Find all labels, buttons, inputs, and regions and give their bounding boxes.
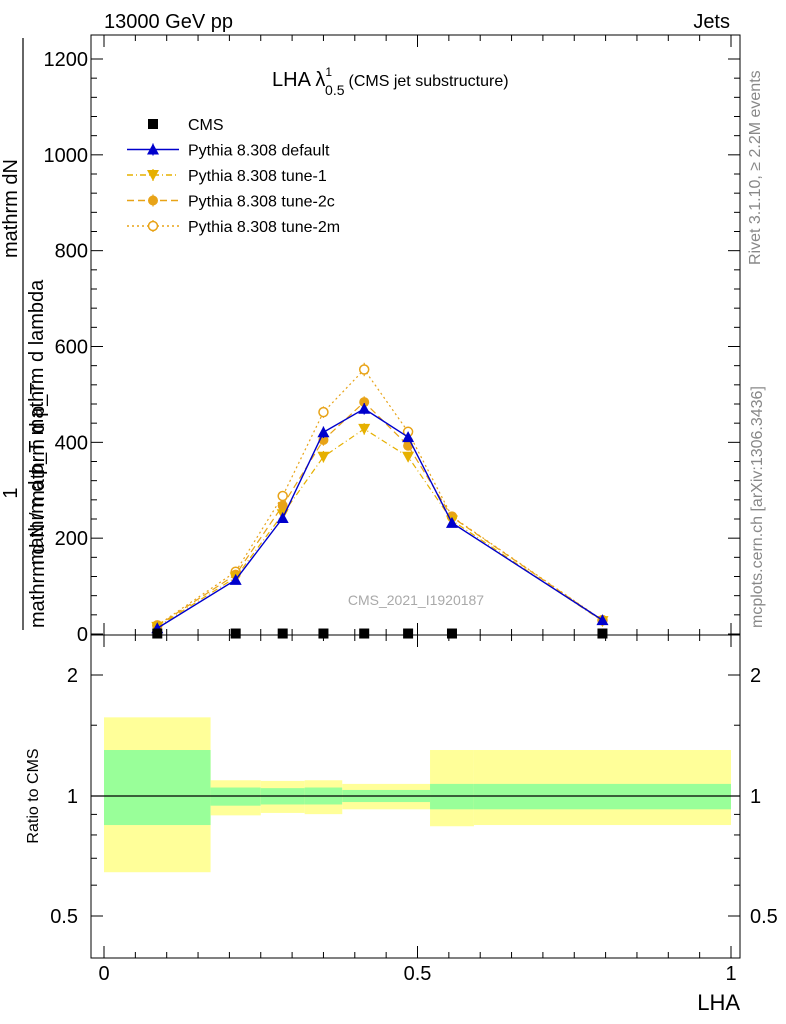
main-y-tick-label: 800	[55, 241, 88, 263]
main-plot-panel: 0 200 400 600 800 1000 1200	[44, 34, 741, 646]
data-point	[277, 490, 288, 502]
ratio-y-tick-label-left: 1	[67, 786, 78, 808]
main-y-tick-label: 200	[55, 528, 88, 550]
legend-entry: CMS	[148, 117, 224, 134]
series-1	[151, 402, 609, 634]
ratio-inner-band	[210, 787, 261, 806]
series-line	[156, 368, 603, 626]
ratio-x-axis: 0 0.5 1	[98, 635, 737, 985]
title-main: LHA λ	[272, 69, 325, 91]
ratio-inner-band	[473, 783, 731, 810]
main-y-tick-label: 0	[77, 624, 88, 646]
y-label-dpt-dlambda: mathrm d p_T mathrm d lambda	[26, 279, 48, 565]
main-y-tick-label: 1000	[44, 145, 89, 167]
data-point	[358, 364, 370, 375]
main-y-tick-label: 1200	[44, 49, 89, 71]
data-point	[318, 406, 329, 418]
mcplots-reference-label: mcplots.cern.ch [arXiv:1306.3436]	[749, 386, 766, 628]
data-point	[358, 423, 371, 435]
legend: CMS Pythia 8.308 default Pythia 8.308 tune…	[127, 117, 340, 236]
rivet-version-label: Rivet 3.1.10, ≥ 2.2M events	[747, 70, 764, 265]
plot-title: LHA λ1 0.5 (CMS jet substructure)	[272, 65, 509, 98]
ratio-x-tick-label: 1	[725, 963, 736, 985]
analysis-watermark: CMS_2021_I1920187	[348, 592, 484, 608]
data-point	[317, 426, 330, 438]
ratio-x-tick-label: 0.5	[404, 963, 432, 985]
ratio-bands	[104, 717, 731, 873]
data-point	[597, 628, 608, 639]
legend-marker	[148, 195, 158, 206]
data-point	[445, 516, 458, 528]
legend-label: Pythia 8.308 default	[188, 143, 330, 160]
ratio-x-tick-label: 0	[98, 963, 109, 985]
legend-marker	[147, 170, 159, 181]
data-point	[402, 431, 415, 443]
data-point	[276, 512, 289, 524]
data-point	[230, 628, 241, 639]
data-point	[359, 628, 370, 639]
series-line	[156, 407, 603, 629]
y-label-dn: mathrm dN	[0, 159, 22, 258]
ratio-plot-panel: 0.5 0.51 12 2 0 0.5 1	[50, 634, 778, 985]
main-y-axis: 0 200 400 600 800 1000 1200	[44, 49, 740, 646]
ratio-y-tick-label-right: 2	[750, 665, 761, 687]
ratio-inner-band	[430, 783, 474, 810]
data-point	[403, 628, 414, 639]
legend-marker	[148, 119, 158, 129]
data-point	[277, 500, 288, 511]
legend-label: Pythia 8.308 tune-1	[188, 168, 327, 185]
data-point	[446, 628, 457, 639]
ratio-y-axis: 0.5 0.5 1 1 2 2	[50, 665, 778, 928]
main-y-tick-label: 400	[55, 432, 88, 454]
main-y-tick-label: 600	[55, 337, 88, 359]
header-right: Jets	[693, 11, 730, 33]
series-4	[152, 362, 608, 631]
data-point	[277, 628, 288, 639]
legend-label: CMS	[188, 117, 224, 134]
legend-entry: Pythia 8.308 tune-2m	[127, 219, 340, 236]
main-x-ticks	[103, 35, 732, 635]
legend-entry: Pythia 8.308 tune-1	[127, 168, 327, 185]
legend-marker	[147, 220, 159, 232]
legend-label: Pythia 8.308 tune-2m	[188, 219, 340, 236]
ratio-y-tick-label-right: 0.5	[750, 906, 778, 928]
title-subscript: 0.5	[325, 82, 345, 98]
data-point	[317, 451, 330, 463]
data-point	[358, 402, 371, 414]
data-point	[596, 614, 609, 626]
svg-text:LHA λ10.5(CMS jet substructure: LHA λ1 0.5 (CMS jet substructure)	[272, 65, 509, 98]
y-label-one: 1	[0, 487, 22, 498]
x-axis-label: LHA	[697, 990, 740, 1015]
data-point	[403, 440, 414, 451]
header-left: 13000 GeV pp	[104, 11, 233, 33]
data-point	[152, 628, 163, 639]
ratio-inner-band	[104, 750, 211, 826]
data-point	[402, 451, 415, 463]
legend-entry: Pythia 8.308 tune-2c	[127, 194, 335, 211]
ratio-y-tick-label-left: 0.5	[50, 906, 78, 928]
series-0	[152, 628, 608, 639]
legend-entry: Pythia 8.308 default	[127, 143, 330, 160]
title-suffix: (CMS jet substructure)	[349, 73, 509, 90]
ratio-y-tick-label-right: 1	[750, 786, 761, 808]
title-superscript: 1	[325, 65, 332, 79]
ratio-y-axis-label: Ratio to CMS	[25, 748, 42, 843]
legend-label: Pythia 8.308 tune-2c	[188, 194, 335, 211]
y-label-denominator: mathrm d N / mathrm d p_T	[27, 382, 49, 628]
series-line	[156, 401, 603, 627]
ratio-y-tick-label-left: 2	[67, 665, 78, 687]
main-y-axis-label: 1 mathrm d N / mathrm d p_T mathrm dN ma…	[0, 38, 49, 630]
data-point	[359, 397, 370, 408]
data-point	[229, 573, 242, 585]
legend-marker	[147, 143, 159, 155]
